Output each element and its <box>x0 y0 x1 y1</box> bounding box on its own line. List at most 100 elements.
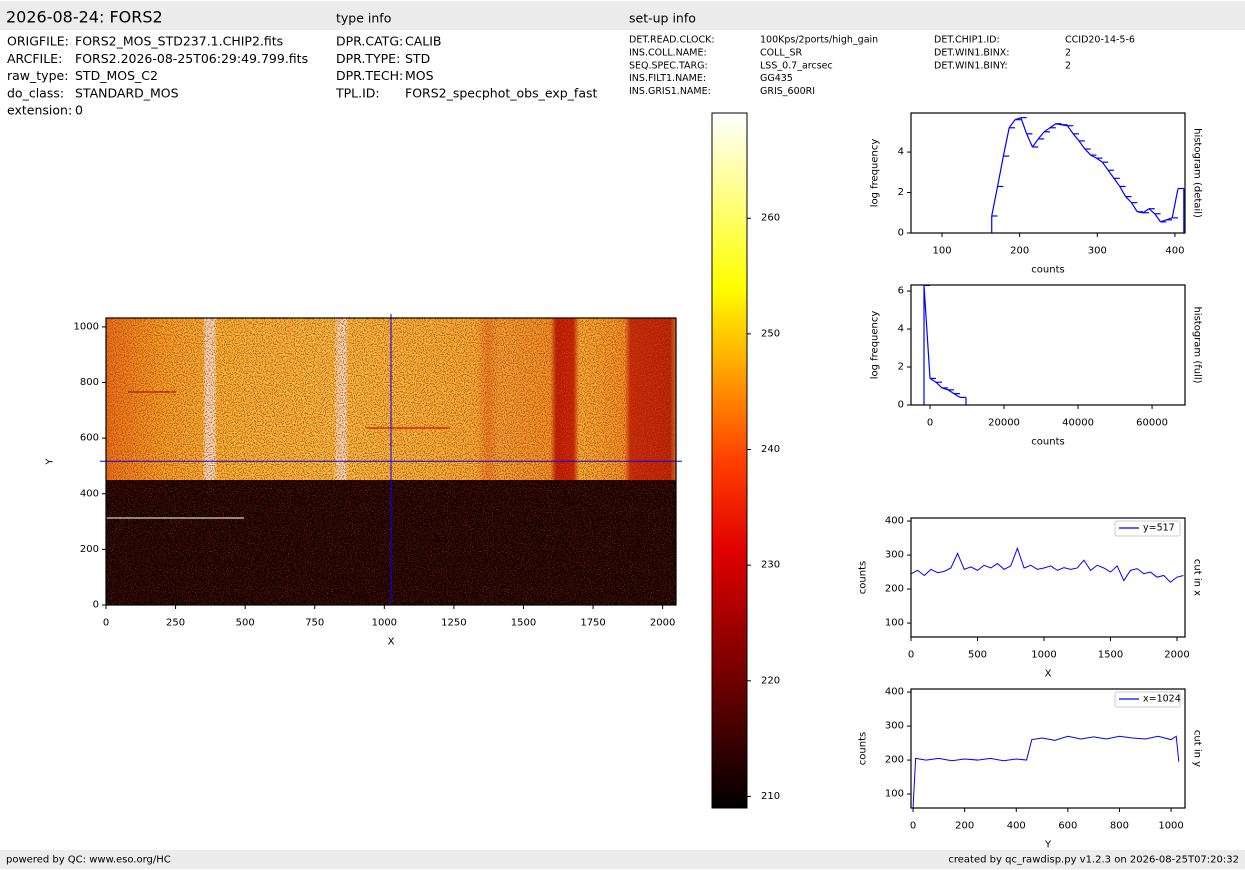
info-key: ARCFILE: <box>7 51 62 66</box>
x-tick-label: 250 <box>166 618 185 629</box>
y-tick-label: 300 <box>885 721 904 732</box>
y-tick-label: 4 <box>898 147 904 158</box>
x-tick-label: 1250 <box>441 618 466 629</box>
y-axis-label: log frequency <box>870 139 881 208</box>
info-value: FORS2_specphot_obs_exp_fast <box>405 85 597 100</box>
histogram-riser <box>991 117 1185 233</box>
info-key: DET.WIN1.BINX: <box>934 47 1010 58</box>
y-axis-label: log frequency <box>870 311 881 380</box>
info-value: MOS <box>405 68 434 83</box>
x-tick-label: 300 <box>1088 246 1107 257</box>
y-axis-label: counts <box>858 732 869 765</box>
footer-bar <box>0 850 1245 869</box>
info-value: CALIB <box>405 34 442 49</box>
x-tick-label: 0 <box>927 418 933 429</box>
series-line <box>910 546 1184 583</box>
y-axis-label: counts <box>858 561 869 594</box>
footer-right: created by qc_rawdisp.py v1.2.3 on 2026-… <box>948 855 1239 866</box>
side-label: cut in y <box>1192 730 1203 767</box>
info-value: STD_MOS_C2 <box>75 68 158 83</box>
histogram-riser <box>923 285 967 405</box>
info-key: INS.COLL.NAME: <box>629 47 707 58</box>
axes-frame <box>910 517 1186 638</box>
y-tick-label: 2 <box>898 187 904 198</box>
x-tick-label: 20000 <box>988 418 1020 429</box>
y-tick-label: 250 <box>761 328 780 339</box>
section-title: type info <box>336 11 391 26</box>
x-axis-label: counts <box>1031 265 1064 276</box>
info-value: 0 <box>75 103 83 118</box>
info-value: FORS2.2026-08-25T06:29:49.799.fits <box>75 51 308 66</box>
y-tick-label: 6 <box>898 286 904 297</box>
info-key: INS.FILT1.NAME: <box>629 73 706 84</box>
x-tick-label: 40000 <box>1062 418 1094 429</box>
info-value: COLL_SR <box>760 47 802 58</box>
legend-label: y=517 <box>1143 523 1175 534</box>
legend-label: x=1024 <box>1143 694 1181 705</box>
footer-left: powered by QC: www.eso.org/HC <box>6 855 171 866</box>
axes-frame <box>910 284 1186 406</box>
y-tick-label: 400 <box>885 516 904 527</box>
info-key: INS.GRIS1.NAME: <box>629 86 711 97</box>
info-value: LSS_0.7_arcsec <box>760 60 833 71</box>
y-tick-label: 200 <box>885 584 904 595</box>
x-tick-label: 800 <box>1110 821 1129 832</box>
series-line <box>912 735 1180 808</box>
x-tick-label: 1000 <box>1031 650 1056 661</box>
info-value: 2 <box>1065 60 1071 71</box>
info-key: TPL.ID: <box>335 85 380 100</box>
info-value: STD <box>405 51 430 66</box>
y-tick-label: 210 <box>761 791 780 802</box>
colorbar <box>711 112 748 809</box>
info-key: raw_type: <box>7 68 68 83</box>
side-label: histogram (detail) <box>1192 128 1203 218</box>
y-tick-label: 100 <box>885 618 904 629</box>
info-value: 2 <box>1065 47 1071 58</box>
y-tick-label: 400 <box>80 488 99 499</box>
x-tick-label: 2000 <box>650 618 675 629</box>
y-tick-label: 100 <box>885 789 904 800</box>
y-tick-label: 240 <box>761 444 780 455</box>
x-tick-label: 500 <box>236 618 255 629</box>
x-tick-label: 1500 <box>1098 650 1123 661</box>
axes-frame <box>910 112 1186 234</box>
y-tick-label: 220 <box>761 675 780 686</box>
info-value: STANDARD_MOS <box>75 85 179 100</box>
y-tick-label: 1000 <box>74 321 99 332</box>
x-tick-label: 0 <box>908 650 914 661</box>
x-tick-label: 1000 <box>372 618 397 629</box>
y-axis-label: Y <box>45 458 56 466</box>
info-key: do_class: <box>7 85 64 100</box>
x-tick-label: 1500 <box>511 618 536 629</box>
y-tick-label: 600 <box>80 433 99 444</box>
x-tick-label: 0 <box>910 821 916 832</box>
info-key: DET.CHIP1.ID: <box>934 35 1000 46</box>
y-tick-label: 230 <box>761 560 780 571</box>
x-tick-label: 750 <box>305 618 324 629</box>
info-value: CCID20-14-5-6 <box>1065 35 1135 46</box>
x-tick-label: 1000 <box>1158 821 1183 832</box>
info-key: DPR.CATG: <box>336 34 403 49</box>
x-tick-label: 1750 <box>580 618 605 629</box>
x-axis-label: X <box>1045 669 1052 680</box>
header-bar <box>0 1 1245 30</box>
legend-box <box>1114 691 1181 708</box>
axes-frame <box>105 317 677 606</box>
y-tick-label: 200 <box>885 755 904 766</box>
x-tick-label: 0 <box>103 618 109 629</box>
x-tick-label: 400 <box>1007 821 1026 832</box>
y-tick-label: 0 <box>898 228 904 239</box>
info-value: FORS2_MOS_STD237.1.CHIP2.fits <box>75 34 283 49</box>
x-tick-label: 200 <box>1010 246 1029 257</box>
side-label: cut in x <box>1192 559 1203 596</box>
info-key: DET.WIN1.BINY: <box>934 60 1008 71</box>
y-tick-label: 0 <box>898 400 904 411</box>
info-key: DPR.TYPE: <box>336 51 400 66</box>
page-title: 2026-08-24: FORS2 <box>6 8 163 27</box>
y-tick-label: 800 <box>80 377 99 388</box>
y-tick-label: 0 <box>93 600 99 611</box>
x-axis-label: counts <box>1031 437 1064 448</box>
x-tick-label: 400 <box>1165 246 1184 257</box>
x-axis-label: Y <box>1044 840 1052 851</box>
